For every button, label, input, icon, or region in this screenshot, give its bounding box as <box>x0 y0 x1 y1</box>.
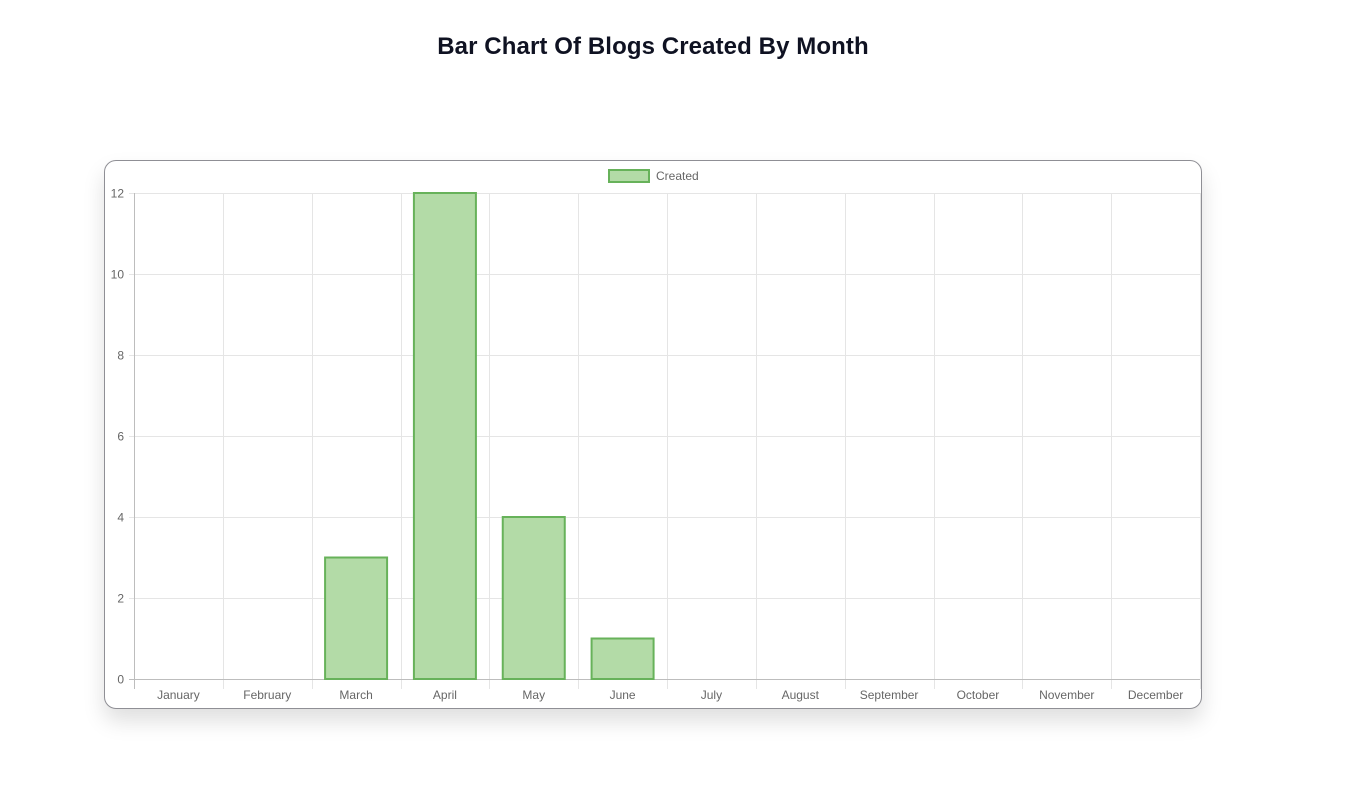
x-tick-label: January <box>157 688 200 702</box>
x-tick-label: October <box>957 688 1000 702</box>
x-tick-labels: January February March April May June July Augu… <box>157 688 1183 702</box>
y-tick-label: 8 <box>117 349 124 363</box>
x-tick-label: December <box>1128 688 1183 702</box>
y-tick-label: 6 <box>117 430 124 444</box>
y-tick-label: 2 <box>117 592 124 606</box>
y-tick-label: 12 <box>111 187 125 201</box>
x-tick-label: April <box>433 688 457 702</box>
x-tick-label: August <box>782 688 820 702</box>
axes <box>129 193 1200 689</box>
bar-april[interactable] <box>412 192 477 680</box>
y-tick-label: 0 <box>117 673 124 687</box>
bar-march[interactable] <box>324 556 389 680</box>
y-tick-labels: 0 2 4 6 8 10 12 <box>111 187 125 687</box>
x-tick-label: July <box>701 688 722 702</box>
x-tick-label: September <box>860 688 919 702</box>
bar-june[interactable] <box>590 637 655 680</box>
x-tick-label: November <box>1039 688 1094 702</box>
y-tick-label: 4 <box>117 511 124 525</box>
legend-swatch[interactable] <box>608 169 650 183</box>
x-tick-label: May <box>522 688 545 702</box>
x-tick-label: June <box>610 688 636 702</box>
page-title: Bar Chart Of Blogs Created By Month <box>437 33 869 60</box>
chart-card <box>104 160 1202 709</box>
bar-may[interactable] <box>501 516 566 680</box>
x-tick-label: February <box>243 688 291 702</box>
y-tick-label: 10 <box>111 268 125 282</box>
bars <box>324 192 655 680</box>
grid-lines <box>129 193 1201 689</box>
x-tick-label: March <box>339 688 372 702</box>
legend[interactable]: Created <box>608 169 699 183</box>
legend-label[interactable]: Created <box>656 169 699 183</box>
